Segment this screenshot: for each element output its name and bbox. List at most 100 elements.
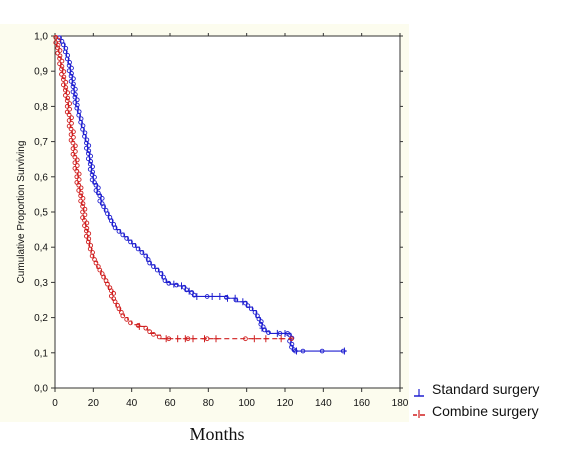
event-marker: [82, 133, 87, 139]
event-marker: [73, 92, 78, 97]
event-marker: [68, 126, 74, 132]
event-marker: [154, 267, 160, 273]
y-tick-label: 0,0: [34, 384, 48, 395]
event-marker: [101, 204, 106, 210]
event-marker: [61, 42, 66, 48]
event-marker: [70, 84, 76, 89]
event-marker: [67, 106, 72, 112]
event-marker: [74, 105, 80, 111]
event-marker: [135, 246, 141, 252]
event-marker: [72, 100, 78, 105]
event-marker: [72, 160, 78, 166]
legend-label-standard: Standard surgery: [432, 381, 540, 397]
event-marker: [147, 260, 152, 266]
event-marker: [80, 126, 85, 132]
y-axis-label: Cumulative Proportion Surviving: [16, 141, 27, 284]
event-marker: [59, 71, 64, 77]
y-tick-label: 0,4: [34, 243, 48, 254]
x-axis-label: Months: [189, 424, 245, 444]
event-marker: [69, 65, 74, 71]
event-marker: [57, 53, 63, 59]
event-marker: [258, 321, 264, 327]
event-marker: [78, 185, 84, 191]
event-marker: [120, 232, 126, 238]
event-marker: [61, 74, 67, 80]
event-marker: [57, 56, 62, 61]
legend-label-combine: Combine surgery: [432, 403, 539, 419]
y-tick-label: 0,2: [34, 313, 48, 324]
event-marker: [74, 157, 80, 163]
event-marker: [84, 228, 89, 234]
event-marker: [84, 140, 89, 146]
event-marker: [96, 185, 101, 191]
event-marker: [73, 86, 78, 92]
x-tick-label: 80: [203, 398, 215, 409]
event-marker: [88, 153, 94, 159]
event-marker: [70, 89, 76, 95]
event-marker: [85, 151, 91, 156]
event-marker: [76, 112, 82, 118]
event-marker: [62, 49, 68, 55]
series-combine: [53, 34, 294, 343]
x-tick-label: 60: [164, 398, 176, 409]
event-marker: [112, 225, 118, 231]
event-marker: [66, 118, 72, 123]
event-marker: [84, 220, 90, 226]
x-tick-label: 140: [315, 398, 332, 409]
event-marker: [99, 196, 105, 201]
event-marker: [256, 316, 262, 322]
event-marker: [105, 211, 110, 217]
legend-item-standard: Standard surgery: [412, 378, 572, 400]
event-marker: [74, 168, 80, 174]
x-tick-label: 40: [126, 398, 138, 409]
event-marker: [71, 76, 76, 82]
event-marker: [62, 93, 68, 98]
event-marker: [67, 60, 72, 65]
event-marker: [53, 40, 59, 45]
event-marker: [289, 336, 294, 342]
event-marker: [101, 274, 106, 280]
event-marker: [128, 239, 133, 245]
event-marker: [92, 174, 97, 180]
event-marker: [97, 198, 103, 204]
event-marker: [80, 201, 86, 206]
event-marker: [151, 331, 156, 337]
event-marker: [78, 190, 84, 196]
event-marker: [108, 288, 114, 294]
y-tick-label: 0,8: [34, 102, 48, 113]
event-marker: [243, 336, 248, 342]
event-marker: [59, 66, 64, 72]
event-marker: [71, 129, 76, 135]
event-marker: [82, 218, 87, 223]
event-marker: [57, 61, 62, 67]
event-marker: [87, 246, 93, 252]
event-marker: [69, 71, 74, 76]
plot-frame: [54, 35, 401, 389]
event-marker: [131, 243, 137, 248]
event-marker: [108, 218, 114, 224]
event-marker: [191, 292, 197, 298]
event-marker: [86, 148, 92, 154]
event-marker: [76, 188, 82, 193]
event-marker: [71, 81, 76, 87]
event-marker: [88, 159, 94, 164]
event-marker: [69, 120, 74, 126]
event-marker: [66, 112, 72, 118]
event-marker: [151, 264, 156, 269]
event-marker: [68, 132, 74, 137]
event-marker: [86, 143, 92, 148]
event-marker: [204, 294, 210, 299]
event-marker: [82, 223, 87, 228]
event-marker: [120, 313, 126, 319]
legend-swatch-combine: [412, 406, 426, 418]
event-marker: [252, 309, 258, 315]
event-marker: [93, 182, 99, 188]
event-marker: [89, 172, 95, 177]
event-marker: [84, 145, 89, 151]
event-marker: [84, 225, 90, 231]
event-marker: [162, 278, 168, 283]
event-marker: [62, 87, 68, 93]
event-marker: [87, 161, 93, 167]
